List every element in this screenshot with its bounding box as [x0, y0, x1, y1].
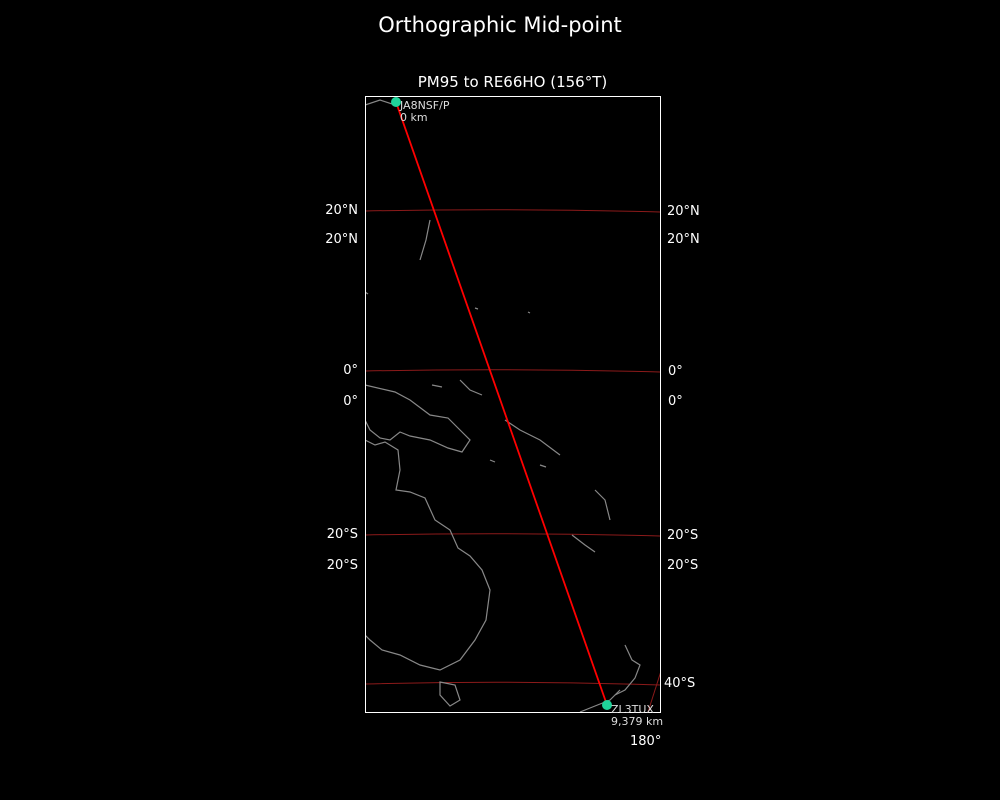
- station-call: ZL3TUX: [611, 703, 654, 716]
- lat-label-right: 20°S: [667, 528, 699, 543]
- map-title: PM95 to RE66HO (156°T): [417, 73, 608, 91]
- lat-label-left: 20°N: [325, 232, 358, 247]
- station-marker-end[interactable]: [602, 700, 612, 710]
- station-distance: 0 km: [400, 111, 428, 124]
- lat-label-left: 20°N: [325, 203, 358, 218]
- station-label-start: JA8NSF/P 0 km: [400, 100, 449, 124]
- map-area: [365, 97, 660, 712]
- lat-label-right: 20°N: [667, 204, 700, 219]
- lat-label-left: 0°: [343, 394, 358, 409]
- lat-label-right: 20°N: [667, 232, 700, 247]
- lat-label-left: 0°: [343, 363, 358, 378]
- map-frame: [365, 96, 661, 713]
- lat-label-right: 40°S: [664, 676, 696, 691]
- lat-label-right: 0°: [668, 394, 683, 409]
- station-call: JA8NSF/P: [400, 99, 450, 112]
- great-circle-path: [395, 101, 608, 706]
- figure-title: Orthographic Mid-point: [378, 13, 622, 37]
- lat-label-left: 20°S: [326, 527, 358, 542]
- lat-label-right: 20°S: [667, 558, 699, 573]
- lat-label-left: 20°S: [326, 558, 358, 573]
- gridlines: [365, 209, 660, 712]
- station-distance: 9,379 km: [611, 715, 664, 728]
- station-label-end: ZL3TUX 9,379 km: [611, 704, 663, 728]
- lat-label-right: 0°: [668, 364, 683, 379]
- station-marker-start[interactable]: [391, 97, 401, 107]
- lon-label-bottom: 180°: [630, 734, 662, 749]
